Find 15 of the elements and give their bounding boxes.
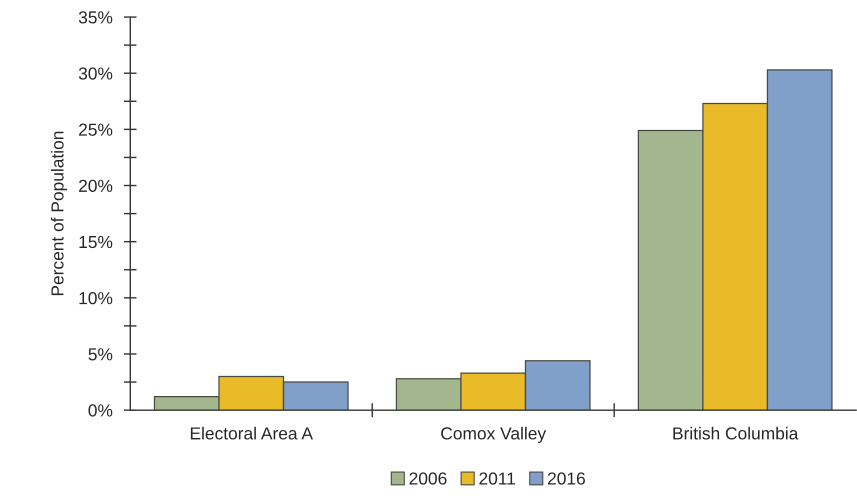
y-axis-title: Percent of Population: [50, 132, 68, 296]
y-tick-label: 25%: [79, 124, 112, 136]
y-tick-label: 15%: [79, 236, 112, 248]
legend-label: 2006: [410, 472, 446, 485]
y-tick-label: 5%: [88, 348, 112, 360]
x-tick-label: Comox Valley: [441, 426, 546, 443]
x-tick-label: Electoral Area A: [190, 426, 313, 440]
legend-label: 2016: [548, 472, 585, 485]
legend-label: 2011: [479, 472, 515, 485]
x-tick-label: British Columbia: [673, 426, 798, 440]
y-tick-label: 10%: [79, 292, 112, 304]
y-tick-label: 20%: [79, 180, 112, 192]
y-tick-label: 0%: [88, 404, 112, 417]
y-tick-label: 35%: [78, 11, 112, 24]
y-tick-label: 30%: [78, 67, 112, 80]
